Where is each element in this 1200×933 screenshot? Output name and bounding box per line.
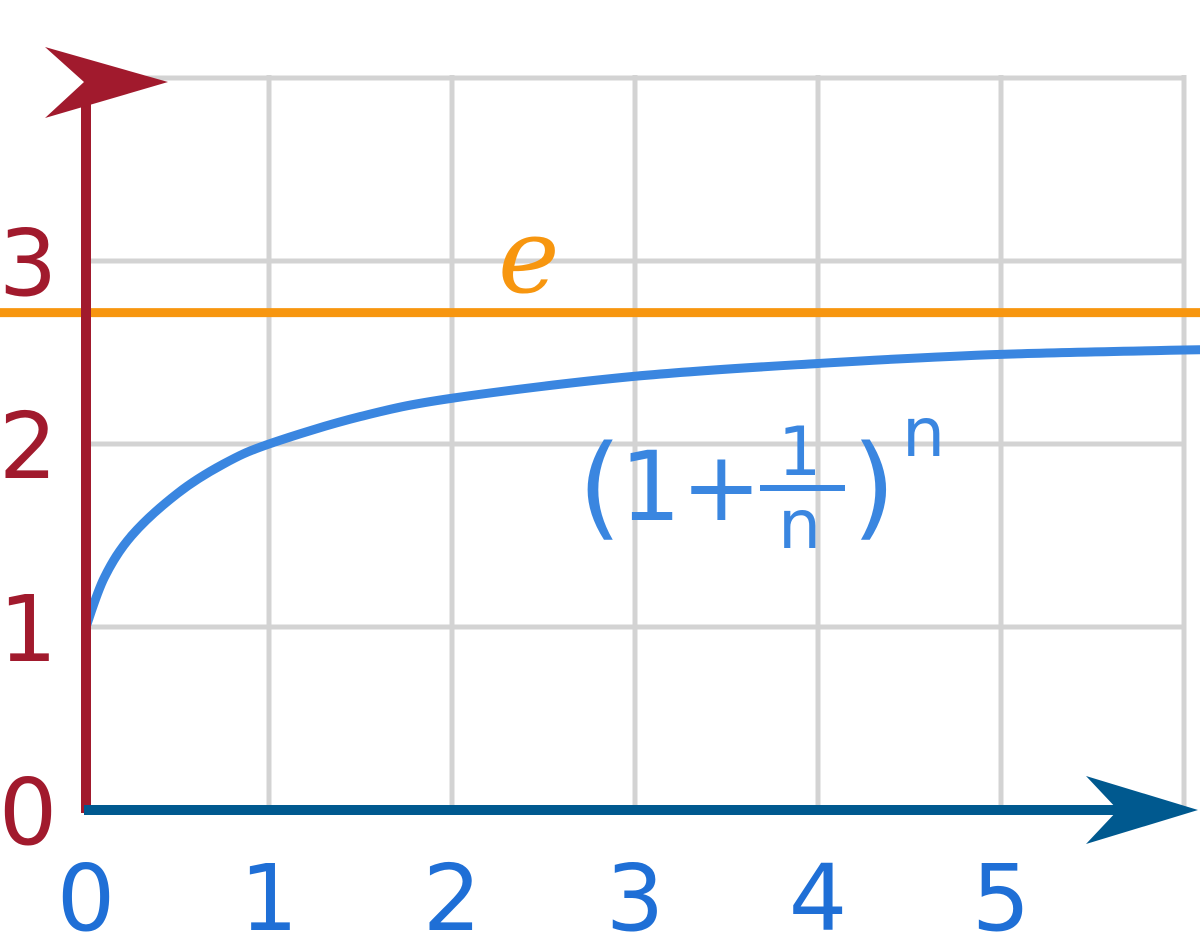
chart-grid [86, 75, 1187, 810]
y-tick-label: 3 [0, 210, 57, 317]
y-tick-label: 1 [0, 576, 57, 683]
x-tick-label: 5 [972, 845, 1031, 933]
formula-close-paren: ) [852, 422, 896, 552]
x-tick-label: 2 [423, 845, 482, 933]
x-axis-arrowhead [1086, 776, 1198, 844]
e-label: e [498, 195, 560, 317]
chart-axes [45, 47, 1198, 844]
x-tick-label: 3 [606, 845, 665, 933]
formula-open-paren: ( [578, 422, 622, 552]
formula-exponent: n [902, 394, 945, 473]
y-tick-label: 2 [0, 393, 57, 500]
x-tick-label: 0 [57, 845, 116, 933]
y-tick-label: 0 [0, 759, 57, 866]
e-constant-group: e [0, 195, 1200, 318]
formula-denominator: n [778, 486, 821, 565]
x-tick-label: 4 [789, 845, 848, 933]
y-axis-arrowhead [45, 47, 168, 118]
x-tick-label: 1 [240, 845, 299, 933]
tick-labels: 0 1 2 3 4 5 0 1 2 3 [0, 210, 1030, 933]
curve-series-line [81, 345, 1200, 632]
formula-label: ( 1+ 1 n ) n [578, 394, 945, 565]
formula-one-plus: 1+ [620, 431, 762, 543]
formula-numerator: 1 [778, 413, 821, 492]
curve-group [81, 345, 1200, 632]
